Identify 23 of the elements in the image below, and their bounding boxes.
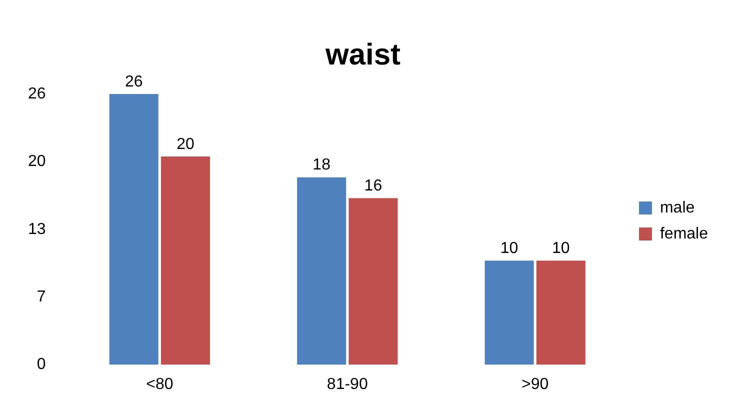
x-tick-label: >90: [522, 376, 549, 393]
data-label: 16: [364, 178, 382, 195]
y-tick-label: 26: [28, 85, 46, 102]
y-tick-label: 0: [36, 356, 46, 374]
y-tick-label: 7: [36, 288, 46, 306]
data-label: 26: [124, 73, 143, 90]
legend-label: female: [660, 225, 708, 242]
bar: [484, 260, 534, 365]
data-label: 20: [176, 136, 194, 153]
bar: [297, 177, 346, 365]
y-tick-label: 13: [28, 220, 46, 238]
data-label: 18: [312, 156, 331, 174]
bar: [160, 156, 210, 365]
bar: [348, 198, 398, 365]
chart-title: waist: [324, 38, 401, 72]
x-tick-label: 81-90: [326, 376, 368, 393]
bar: [536, 260, 586, 365]
x-tick-label: <80: [146, 376, 174, 393]
data-label: 10: [552, 240, 570, 258]
data-label: 10: [500, 240, 518, 258]
legend-label: male: [660, 199, 695, 216]
bar: [109, 94, 158, 365]
y-tick-label: 20: [28, 153, 46, 170]
